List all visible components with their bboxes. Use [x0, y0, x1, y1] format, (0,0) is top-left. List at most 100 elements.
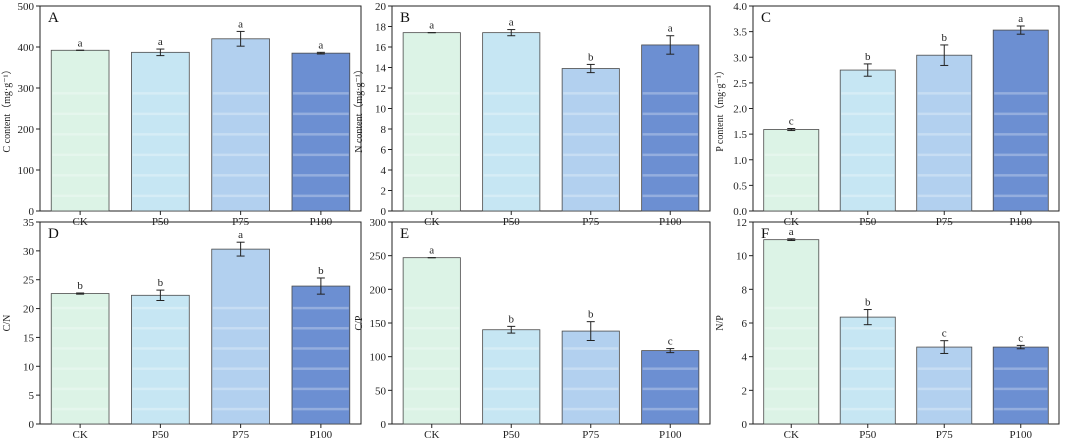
bar-stripe [841, 407, 895, 411]
y-axis-label: C/N [2, 315, 13, 332]
bar-stripe [483, 92, 539, 95]
y-tick-label: 300 [370, 217, 387, 229]
significance-letter: b [318, 265, 324, 277]
bar-group [916, 54, 973, 212]
bar-stripe [52, 387, 109, 391]
y-tick-label: 2.5 [733, 78, 747, 90]
bar-stripe [212, 347, 269, 350]
bar-stripe [292, 306, 349, 310]
bar [482, 329, 540, 424]
bar-stripe [132, 327, 189, 330]
significance-letter: c [1018, 332, 1023, 344]
bar-stripe [642, 92, 698, 95]
y-tick-label: 500 [18, 1, 35, 13]
bar-group [992, 29, 1049, 212]
bar-group [131, 51, 190, 212]
bar-group [402, 32, 461, 212]
panel-label: B [400, 10, 410, 26]
bar-stripe [483, 367, 539, 370]
bar-group [641, 350, 700, 425]
y-tick-label: 250 [370, 251, 387, 263]
bar-stripe [764, 387, 818, 391]
bar-stripe [563, 133, 619, 136]
bar [131, 52, 190, 211]
bar [51, 293, 110, 424]
y-tick-label: 100 [370, 352, 387, 364]
y-tick-label: 15 [23, 332, 35, 344]
bar-stripe [292, 347, 349, 350]
bar-stripe [841, 92, 895, 95]
bar [482, 32, 540, 212]
bar [51, 50, 110, 211]
bar-stripe [994, 387, 1048, 391]
bar-stripe [292, 327, 349, 330]
bar-stripe [917, 387, 971, 391]
bar-stripe [212, 407, 269, 411]
category-label: P75 [582, 429, 600, 440]
significance-letter: a [789, 226, 794, 238]
y-tick-label: 10 [736, 251, 748, 263]
bar-stripe [52, 92, 109, 95]
bar-stripe [917, 92, 971, 95]
bar-stripe [841, 194, 895, 198]
y-tick-label: 0 [381, 206, 387, 218]
y-tick-label: 2 [742, 385, 748, 397]
y-tick-label: 100 [18, 165, 35, 177]
bar-stripe [292, 133, 349, 136]
y-tick-label: 200 [370, 284, 387, 296]
bar-stripe [52, 112, 109, 116]
y-tick-label: 0.5 [733, 180, 747, 192]
bar-group [916, 346, 973, 425]
panel-label: A [48, 10, 59, 26]
category-label: CK [784, 429, 799, 440]
bar-stripe [292, 112, 349, 116]
y-tick-label: 12 [736, 217, 747, 229]
bar-stripe [764, 153, 818, 157]
bar-stripe [404, 327, 460, 330]
significance-letter: a [78, 37, 83, 49]
bar-stripe [52, 367, 109, 370]
panel-e: 0 50 100 150 200 250 300 a CK b P50 b P75 c P100 E C/P [354, 217, 711, 440]
bar-stripe [563, 194, 619, 198]
bar-stripe [917, 153, 971, 157]
category-label: CK [72, 429, 87, 440]
y-tick-label: 18 [375, 22, 387, 34]
bar-stripe [841, 174, 895, 177]
bar-stripe [132, 174, 189, 177]
y-tick-label: 25 [23, 275, 35, 287]
bar [211, 249, 270, 424]
bar-stripe [642, 133, 698, 136]
bar-stripe [483, 407, 539, 411]
significance-letter: a [158, 36, 163, 48]
bar-stripe [212, 153, 269, 157]
panel-label: F [761, 226, 769, 242]
bar-stripe [841, 347, 895, 350]
bar-stripe [563, 153, 619, 157]
y-axis-label: N content（mg·g⁻¹） [353, 64, 365, 153]
bar-stripe [292, 367, 349, 370]
category-label: P75 [232, 429, 250, 440]
bar-stripe [404, 194, 460, 198]
bar-stripe [212, 112, 269, 116]
bar-group [211, 38, 270, 212]
bar-stripe [483, 153, 539, 157]
bar-stripe [917, 407, 971, 411]
bar-stripe [841, 327, 895, 330]
bar-group [291, 285, 351, 425]
category-label: P50 [503, 429, 521, 440]
bar [641, 44, 699, 212]
y-tick-label: 0 [742, 419, 748, 431]
y-tick-label: 0 [29, 206, 35, 218]
y-tick-label: 0 [381, 419, 387, 431]
bar-stripe [212, 387, 269, 391]
bar-stripe [132, 194, 189, 198]
panel-d: 0 5 10 15 20 25 30 35 b CK b P50 a P75 b P100 D C/N [2, 217, 362, 440]
category-label: P100 [1009, 429, 1032, 440]
bar-stripe [994, 153, 1048, 157]
category-label: P50 [152, 429, 170, 440]
significance-letter: b [942, 32, 948, 44]
bar [916, 347, 972, 424]
significance-letter: b [158, 277, 164, 289]
bar-group [561, 330, 620, 425]
